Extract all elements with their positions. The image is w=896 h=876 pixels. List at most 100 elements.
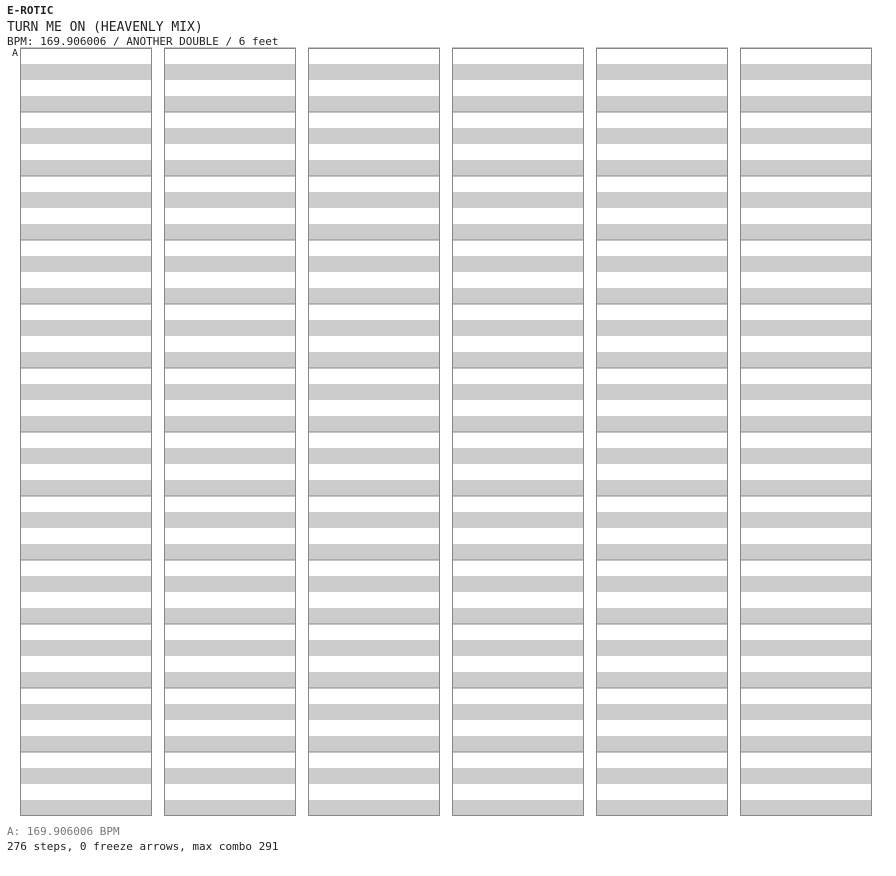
beat-stripe bbox=[596, 256, 728, 272]
beat-stripe bbox=[20, 320, 152, 336]
beat-stripe bbox=[308, 512, 440, 528]
beat-stripe bbox=[740, 512, 872, 528]
beat-stripe bbox=[596, 128, 728, 144]
beat-stripe bbox=[740, 320, 872, 336]
beat-stripe bbox=[164, 96, 296, 112]
beat-stripe bbox=[20, 704, 152, 720]
beat-stripe bbox=[20, 192, 152, 208]
beat-stripe bbox=[308, 320, 440, 336]
beat-stripe bbox=[164, 352, 296, 368]
beat-stripe bbox=[596, 64, 728, 80]
beat-stripe bbox=[596, 608, 728, 624]
beat-stripe bbox=[20, 416, 152, 432]
beat-stripe bbox=[164, 704, 296, 720]
beat-stripe bbox=[164, 480, 296, 496]
chart-column bbox=[596, 47, 728, 816]
beat-stripe bbox=[308, 800, 440, 816]
beat-stripe bbox=[740, 288, 872, 304]
beat-stripe bbox=[308, 192, 440, 208]
beat-stripe bbox=[740, 640, 872, 656]
beat-stripe bbox=[308, 224, 440, 240]
bpm-list: A: 169.906006 BPM bbox=[7, 825, 120, 838]
beat-stripe bbox=[164, 320, 296, 336]
beat-stripe bbox=[452, 544, 584, 560]
song-artist: E-ROTIC bbox=[7, 4, 54, 17]
beat-stripe bbox=[308, 736, 440, 752]
beat-stripe bbox=[740, 96, 872, 112]
beat-stripe bbox=[164, 640, 296, 656]
beat-stripe bbox=[308, 704, 440, 720]
beat-stripe bbox=[452, 224, 584, 240]
beat-stripe bbox=[452, 256, 584, 272]
beat-stripe bbox=[596, 160, 728, 176]
beat-stripe bbox=[452, 384, 584, 400]
beat-stripe bbox=[596, 480, 728, 496]
beat-stripe bbox=[308, 576, 440, 592]
beat-stripe bbox=[596, 800, 728, 816]
beat-stripe bbox=[740, 800, 872, 816]
beat-stripe bbox=[740, 384, 872, 400]
beat-stripe bbox=[308, 128, 440, 144]
beat-stripe bbox=[596, 352, 728, 368]
beat-stripe bbox=[164, 800, 296, 816]
beat-stripe bbox=[308, 544, 440, 560]
beat-stripe bbox=[20, 288, 152, 304]
column-border bbox=[452, 48, 584, 816]
beat-stripe bbox=[20, 544, 152, 560]
beat-stripe bbox=[740, 608, 872, 624]
beat-stripe bbox=[164, 768, 296, 784]
beat-stripe bbox=[20, 576, 152, 592]
beat-stripe bbox=[452, 704, 584, 720]
beat-stripe bbox=[740, 128, 872, 144]
beat-stripe bbox=[596, 320, 728, 336]
beat-stripe bbox=[452, 448, 584, 464]
beat-stripe bbox=[452, 512, 584, 528]
beat-stripe bbox=[596, 768, 728, 784]
beat-stripe bbox=[164, 448, 296, 464]
beat-stripe bbox=[740, 160, 872, 176]
beat-stripe bbox=[452, 640, 584, 656]
beat-stripe bbox=[740, 480, 872, 496]
beat-stripe bbox=[308, 608, 440, 624]
beat-stripe bbox=[452, 288, 584, 304]
chart-column bbox=[452, 47, 584, 816]
beat-stripe bbox=[20, 448, 152, 464]
beat-stripe bbox=[740, 704, 872, 720]
beat-stripe bbox=[740, 192, 872, 208]
beat-stripe bbox=[596, 288, 728, 304]
beat-stripe bbox=[164, 224, 296, 240]
beat-stripe bbox=[20, 64, 152, 80]
beat-stripe bbox=[308, 640, 440, 656]
beat-stripe bbox=[20, 640, 152, 656]
beat-stripe bbox=[20, 672, 152, 688]
chart-column bbox=[20, 47, 152, 816]
beat-stripe bbox=[308, 448, 440, 464]
beat-stripe bbox=[308, 64, 440, 80]
beat-stripe bbox=[452, 416, 584, 432]
beat-stripe bbox=[740, 64, 872, 80]
beat-stripe bbox=[596, 448, 728, 464]
beat-stripe bbox=[452, 160, 584, 176]
chart-meta: BPM: 169.906006 / ANOTHER DOUBLE / 6 fee… bbox=[7, 35, 279, 48]
beat-stripe bbox=[596, 224, 728, 240]
beat-stripe bbox=[164, 576, 296, 592]
beat-stripe bbox=[20, 512, 152, 528]
beat-stripe bbox=[20, 160, 152, 176]
beat-stripe bbox=[20, 480, 152, 496]
beat-stripe bbox=[596, 192, 728, 208]
beat-stripe bbox=[452, 768, 584, 784]
beat-stripe bbox=[20, 768, 152, 784]
beat-stripe bbox=[20, 800, 152, 816]
beat-stripe bbox=[740, 736, 872, 752]
beat-stripe bbox=[20, 384, 152, 400]
beat-stripe bbox=[596, 672, 728, 688]
beat-stripe bbox=[596, 640, 728, 656]
beat-stripe bbox=[596, 384, 728, 400]
beat-stripe bbox=[164, 672, 296, 688]
beat-stripe bbox=[308, 768, 440, 784]
beat-stripe bbox=[596, 96, 728, 112]
chart-column bbox=[308, 47, 440, 816]
beat-stripe bbox=[308, 256, 440, 272]
beat-stripe bbox=[164, 288, 296, 304]
beat-stripe bbox=[308, 384, 440, 400]
